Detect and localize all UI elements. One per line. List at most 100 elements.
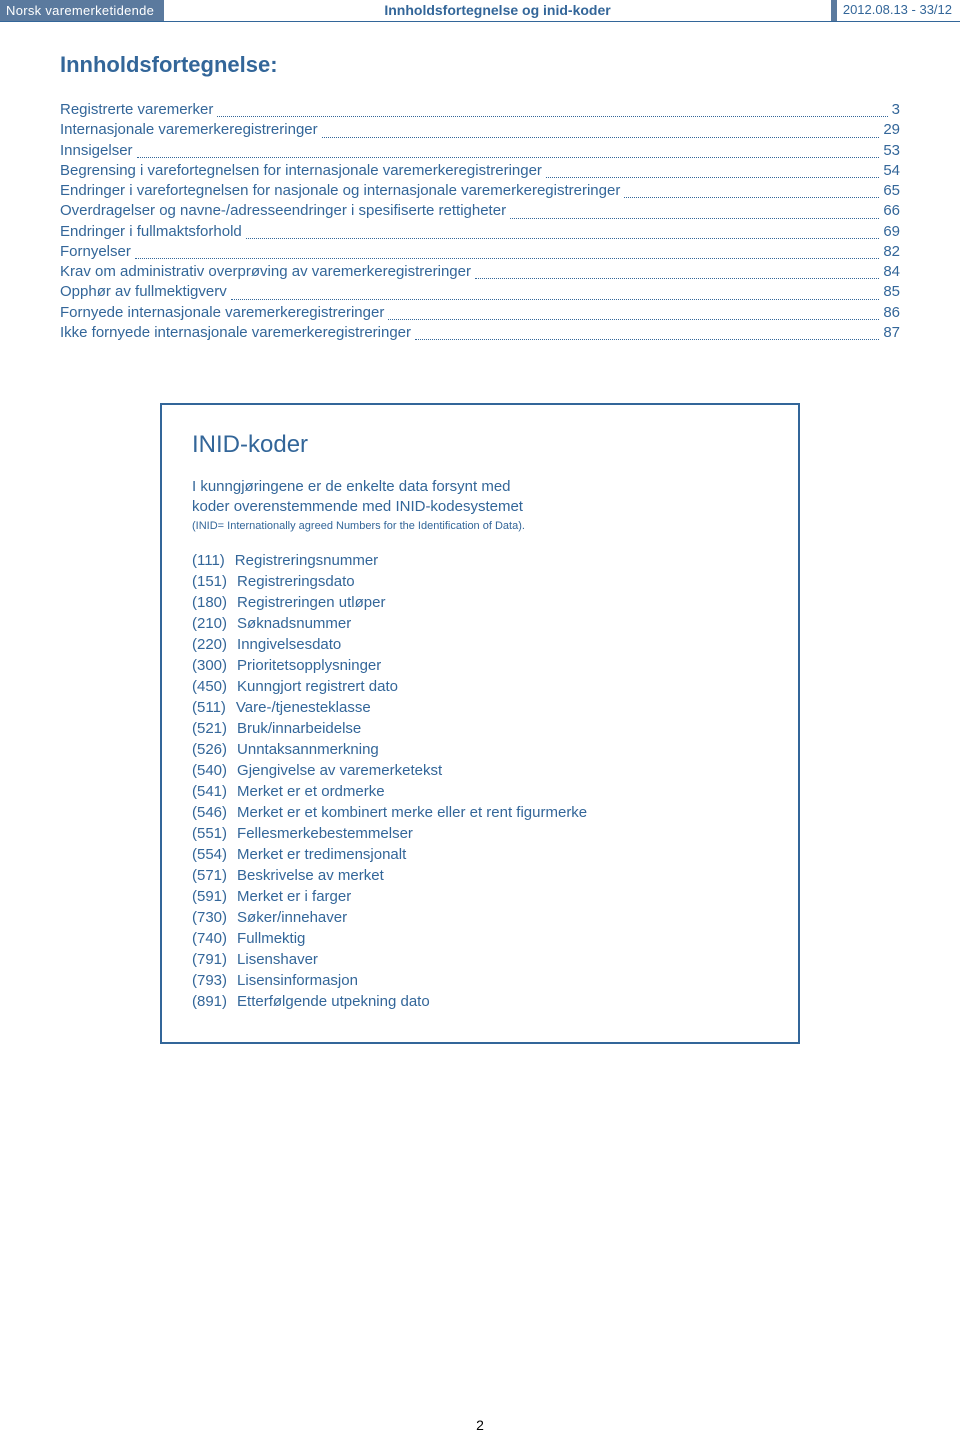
inid-code-number: (300) [192,655,227,676]
toc-item[interactable]: Innsigelser 53 [60,141,900,161]
inid-code-desc: Inngivelsesdato [237,634,341,655]
toc-item-label: Overdragelser og navne-/adresseendringer… [60,201,506,221]
toc-item-page: 53 [883,141,900,161]
inid-code-desc: Prioritetsopplysninger [237,655,381,676]
page-number: 2 [0,1417,960,1433]
inid-code-number: (450) [192,676,227,697]
inid-codes-list: (111) Registreringsnummer (151) Registrerin… [192,550,768,1012]
toc-item-page: 3 [892,100,900,120]
toc-item[interactable]: Registrerte varemerker 3 [60,100,900,120]
toc-item[interactable]: Endringer i varefortegnelsen for nasjona… [60,181,900,201]
toc-item[interactable]: Fornyelser82 [60,242,900,262]
toc-leader-dots [475,278,879,279]
inid-code-number: (111) [192,550,225,571]
inid-code-desc: Registreringen utløper [237,592,385,613]
toc-item-label: Internasjonale varemerkeregistreringer [60,120,318,140]
inid-code-desc: Lisenshaver [237,949,318,970]
inid-code-desc: Merket er tredimensjonalt [237,844,406,865]
toc-item-page: 66 [883,201,900,221]
inid-code-row: (151) Registreringsdato [192,571,768,592]
inid-code-row: (450) Kunngjort registrert dato [192,676,768,697]
toc-item[interactable]: Fornyede internasjonale varemerkeregistr… [60,303,900,323]
toc-item-page: 84 [883,262,900,282]
inid-code-number: (791) [192,949,227,970]
inid-code-number: (220) [192,634,227,655]
inid-code-row: (540)Gjengivelse av varemerketekst [192,760,768,781]
inid-code-desc: Bruk/innarbeidelse [237,718,361,739]
inid-code-number: (730) [192,907,227,928]
inid-code-row: (111) Registreringsnummer [192,550,768,571]
inid-code-number: (521) [192,718,227,739]
inid-intro: I kunngjøringene er de enkelte data fors… [192,477,768,518]
inid-code-desc: Etterfølgende utpekning dato [237,991,430,1012]
inid-code-row: (546) Merket er et kombinert merke eller … [192,802,768,823]
inid-code-row: (740) Fullmektig [192,928,768,949]
inid-box: INID-koder I kunngjøringene er de enkelt… [160,403,800,1044]
toc-leader-dots [624,197,879,198]
inid-code-desc: Søker/innehaver [237,907,347,928]
inid-code-row: (300) Prioritetsopplysninger [192,655,768,676]
toc-item-page: 85 [883,282,900,302]
inid-code-number: (551) [192,823,227,844]
toc-item-page: 82 [883,242,900,262]
toc-item[interactable]: Krav om administrativ overprøving av var… [60,262,900,282]
inid-code-number: (511) [192,697,226,718]
inid-code-desc: Fullmektig [237,928,305,949]
inid-code-row: (220) Inngivelsesdato [192,634,768,655]
inid-code-desc: Beskrivelse av merket [237,865,384,886]
toc-item-label: Ikke fornyede internasjonale varemerkere… [60,323,411,343]
toc-leader-dots [217,116,887,117]
header-separator [831,0,837,21]
inid-code-desc: Registreringsdato [237,571,355,592]
inid-code-number: (793) [192,970,227,991]
toc-leader-dots [137,157,880,158]
toc-item-page: 69 [883,222,900,242]
inid-code-number: (540) [192,760,227,781]
toc-item[interactable]: Opphør av fullmektigverv 85 [60,282,900,302]
header-title: Innholdsfortegnelse og inid-koder [164,0,831,21]
inid-code-desc: Unntaksannmerkning [237,739,379,760]
toc-item[interactable]: Begrensing i varefortegnelsen for intern… [60,161,900,181]
inid-code-desc: Merket er et kombinert merke eller et re… [237,802,587,823]
inid-code-number: (151) [192,571,227,592]
inid-code-number: (546) [192,802,227,823]
toc-item-label: Endringer i fullmaktsforhold [60,222,242,242]
toc-item-label: Fornyede internasjonale varemerkeregistr… [60,303,384,323]
inid-code-row: (551)Fellesmerkebestemmelser [192,823,768,844]
inid-code-row: (180)Registreringen utløper [192,592,768,613]
toc-item[interactable]: Internasjonale varemerkeregistreringer 29 [60,120,900,140]
inid-code-number: (740) [192,928,227,949]
inid-code-row: (791) Lisenshaver [192,949,768,970]
inid-code-row: (526)Unntaksannmerkning [192,739,768,760]
inid-code-number: (541) [192,781,227,802]
toc-item-label: Endringer i varefortegnelsen for nasjona… [60,181,620,201]
page-header: Norsk varemerketidende Innholdsfortegnel… [0,0,960,22]
toc-leader-dots [415,339,879,340]
inid-code-row: (891)Etterfølgende utpekning dato [192,991,768,1012]
toc-leader-dots [546,177,879,178]
toc-item-page: 65 [883,181,900,201]
inid-code-desc: Merket er et ordmerke [237,781,385,802]
toc-item[interactable]: Endringer i fullmaktsforhold 69 [60,222,900,242]
toc-item[interactable]: Ikke fornyede internasjonale varemerkere… [60,323,900,343]
toc-list: Registrerte varemerker3Internasjonale va… [60,100,900,343]
inid-code-row: (730) Søker/innehaver [192,907,768,928]
inid-code-row: (521) Bruk/innarbeidelse [192,718,768,739]
toc-item[interactable]: Overdragelser og navne-/adresseendringer… [60,201,900,221]
brand-label: Norsk varemerketidende [0,0,164,21]
inid-code-number: (571) [192,865,227,886]
inid-intro-line1: I kunngjøringene er de enkelte data fors… [192,477,768,497]
inid-code-row: (554) Merket er tredimensjonalt [192,844,768,865]
page-content: Innholdsfortegnelse: Registrerte varemer… [0,22,960,1064]
toc-leader-dots [510,218,879,219]
inid-code-desc: Registreringsnummer [235,550,378,571]
toc-item-page: 29 [883,120,900,140]
toc-leader-dots [231,299,880,300]
toc-item-label: Innsigelser [60,141,133,161]
toc-item-label: Registrerte varemerker [60,100,213,120]
toc-item-page: 86 [883,303,900,323]
inid-code-number: (554) [192,844,227,865]
toc-item-label: Opphør av fullmektigverv [60,282,227,302]
inid-code-desc: Kunngjort registrert dato [237,676,398,697]
document-page: Norsk varemerketidende Innholdsfortegnel… [0,0,960,1453]
